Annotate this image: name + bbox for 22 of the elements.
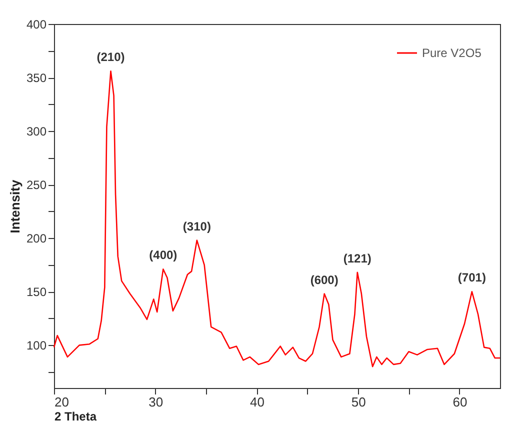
annotation: (701) [458, 270, 486, 285]
annotation: (210) [96, 50, 125, 64]
x-tick-label: 50 [351, 394, 366, 410]
legend-label: Pure V2O5 [422, 46, 482, 60]
annotation: (121) [343, 251, 372, 266]
x-tick-label: 60 [452, 394, 468, 410]
y-tick-label: 200 [26, 232, 47, 246]
x-axis-title: 2 Theta [54, 410, 97, 424]
y-tick-label: 150 [26, 285, 47, 300]
y-tick-label: 350 [26, 71, 47, 86]
x-tick-label: 30 [148, 394, 164, 410]
y-tick-label: 400 [26, 18, 47, 32]
annotation: (400) [149, 248, 178, 262]
x-tick-label: 40 [250, 394, 264, 410]
annotation: (310) [182, 219, 211, 234]
y-tick-label: 300 [26, 124, 47, 139]
line-series [53, 70, 501, 368]
annotation: (600) [310, 272, 338, 287]
y-tick-label: 250 [26, 178, 47, 192]
x-tick-label: 20 [54, 394, 69, 410]
y-tick-label: 100 [26, 338, 47, 353]
y-axis-title: Intensity [7, 179, 22, 234]
